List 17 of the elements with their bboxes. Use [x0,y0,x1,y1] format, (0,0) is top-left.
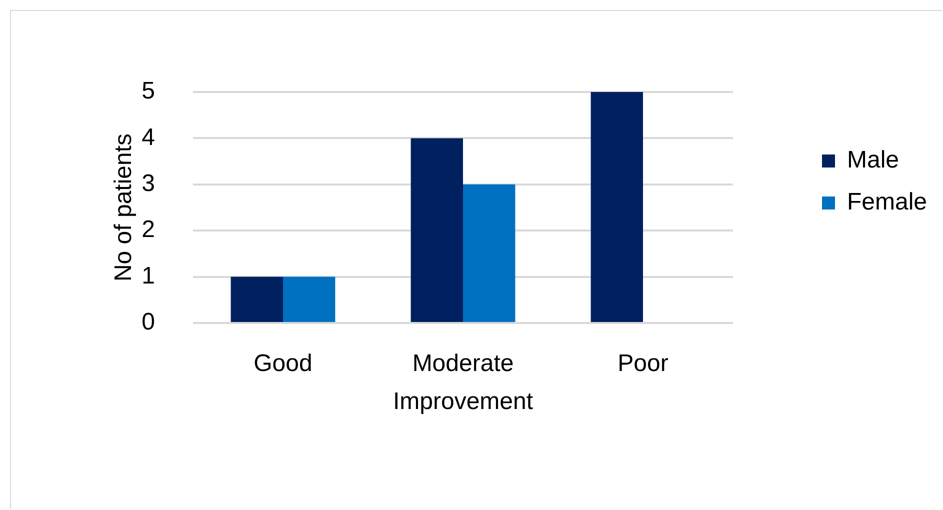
bar [283,276,336,322]
y-tick-label: 5 [142,78,155,105]
legend-label: Female [847,188,928,216]
bar [230,276,283,322]
y-tick-label: 1 [142,262,155,290]
x-tick-label: Poor [618,350,668,377]
y-tick-label: 4 [142,124,155,151]
bar [410,138,463,322]
y-axis-title: No of patients [110,133,138,282]
x-tick-label: Good [254,350,312,377]
legend-label: Male [847,146,900,174]
bar [463,184,516,322]
bar [590,92,643,322]
x-tick-label: Moderate Improvement [392,350,534,416]
y-tick-label: 3 [142,170,155,198]
y-tick-label: 2 [142,216,155,244]
y-tick-label: 0 [142,308,155,336]
